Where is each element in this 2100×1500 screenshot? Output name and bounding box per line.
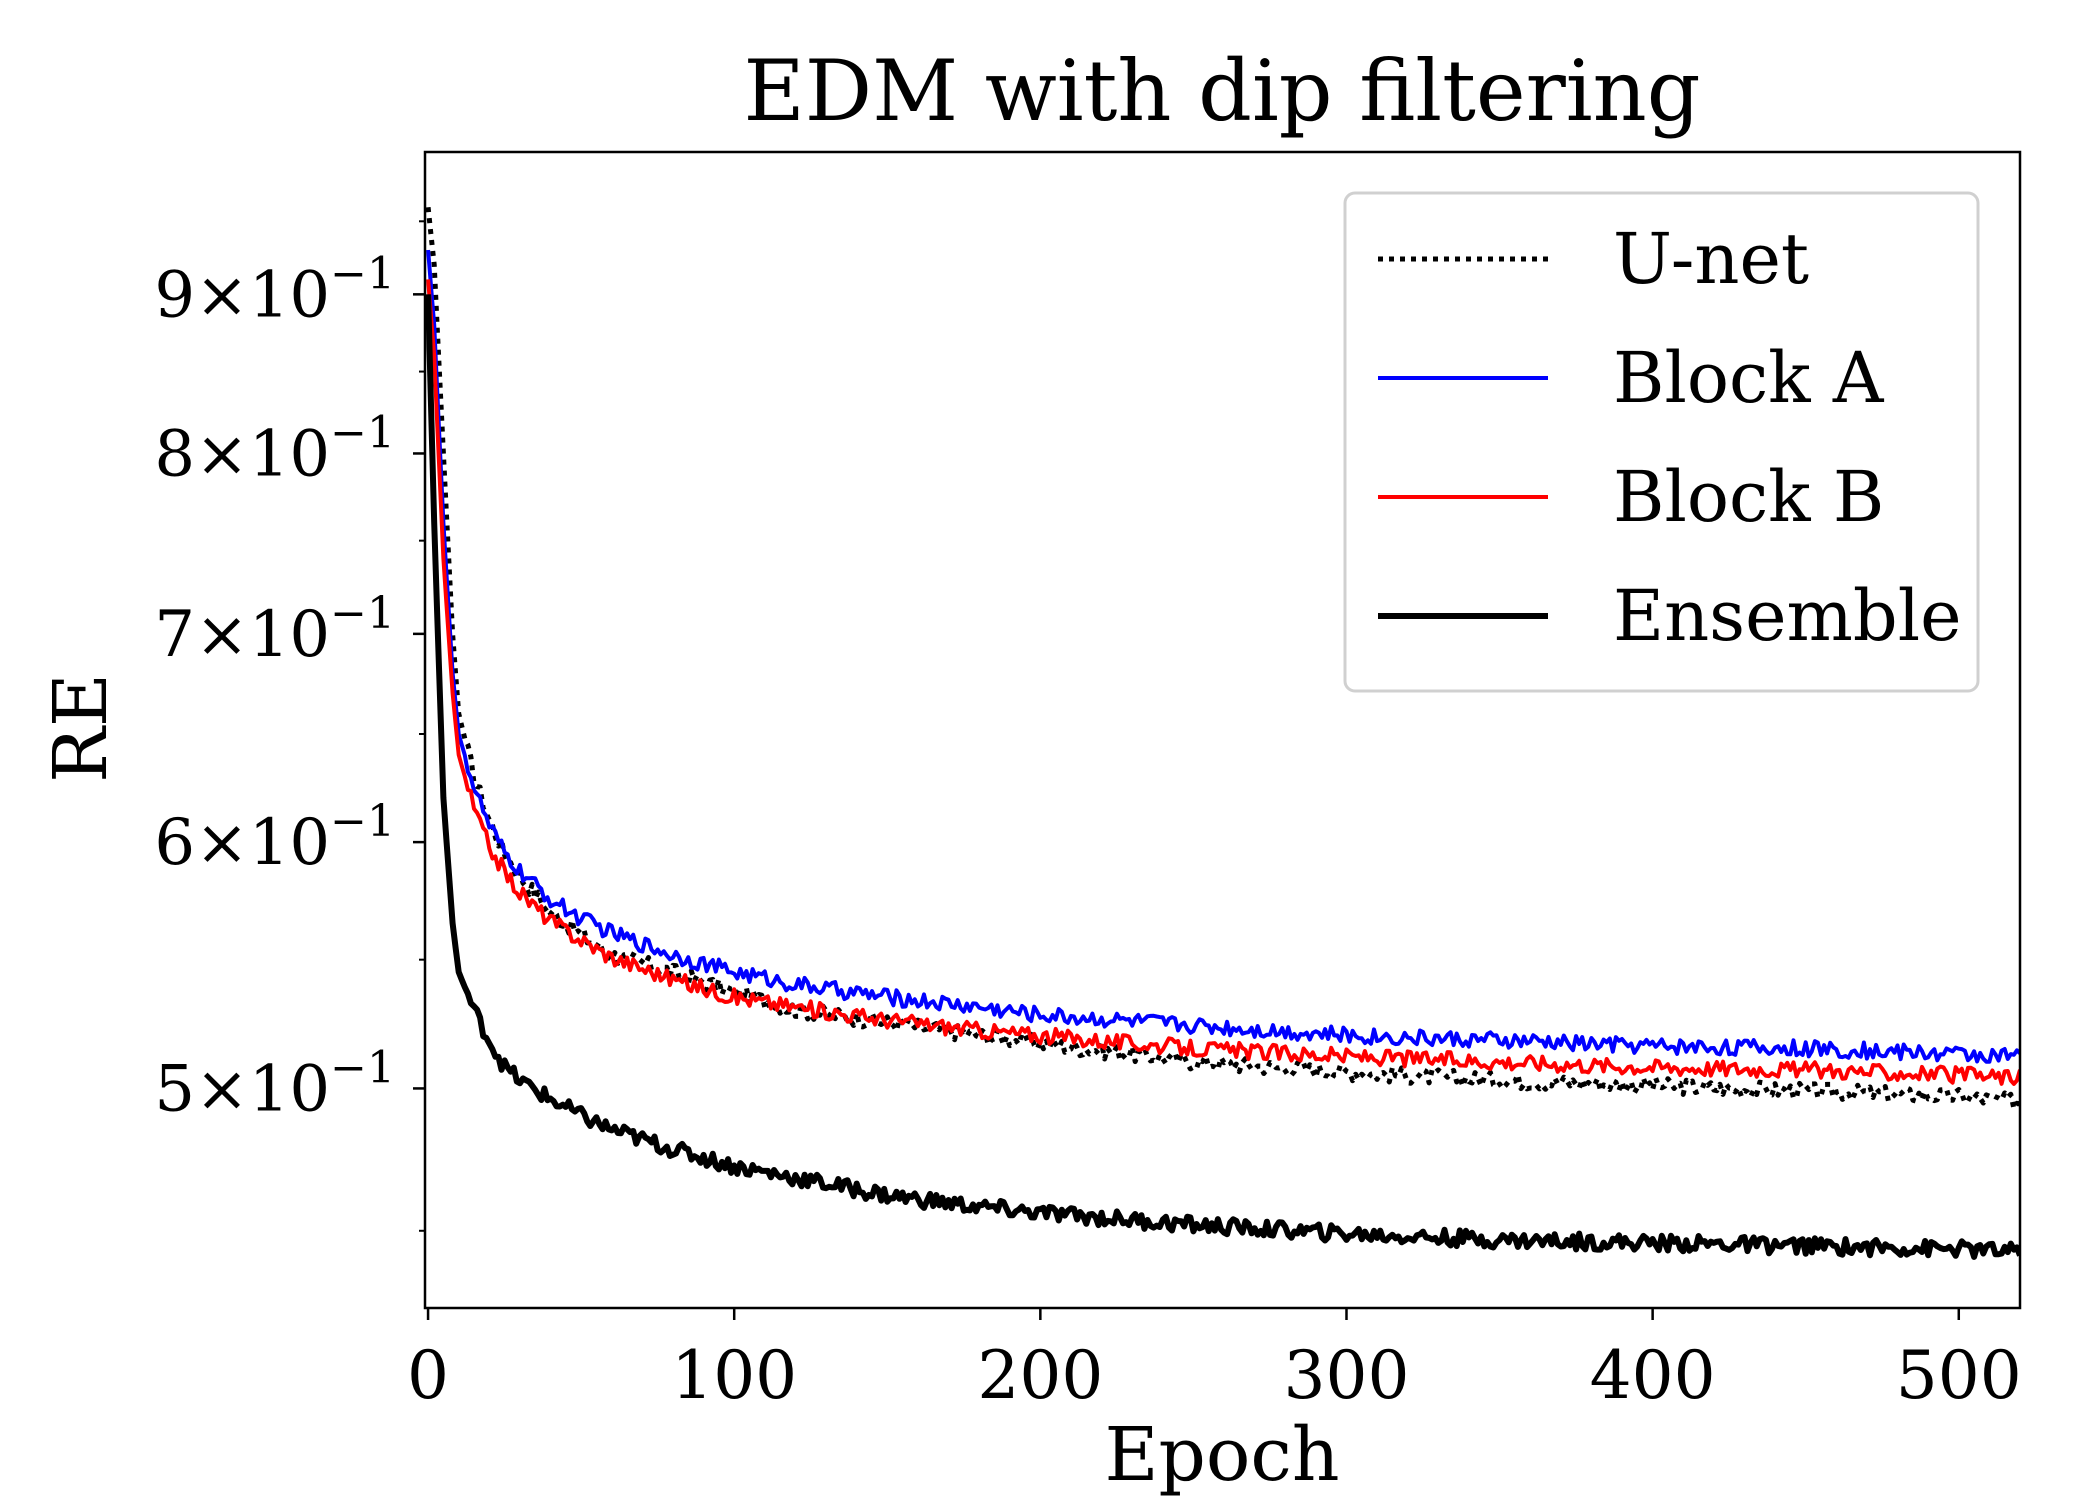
x-tick-label: 100 — [671, 1337, 797, 1414]
plot-area — [425, 206, 2020, 1260]
legend-label: Ensemble — [1613, 575, 1962, 657]
series-line-block-b — [426, 279, 2020, 1086]
plot-frame — [423, 150, 2022, 1310]
series-line-u-net — [425, 206, 2020, 1112]
legend: U-net Block A Block B Ensemble — [1343, 191, 1980, 693]
chart-title: EDM with dip filtering — [743, 42, 1700, 140]
x-tick-label: 300 — [1283, 1337, 1409, 1414]
y-tick-label: 7×10−1 — [154, 588, 395, 672]
y-tick-label: 9×10−1 — [154, 248, 395, 332]
x-tick-label: 400 — [1590, 1337, 1716, 1414]
x-tick-label: 500 — [1896, 1337, 2022, 1414]
legend-label: U-net — [1613, 218, 1809, 300]
x-tick-label: 200 — [977, 1337, 1103, 1414]
y-tick-label: 8×10−1 — [154, 407, 395, 491]
legend-label: Block A — [1613, 337, 1885, 419]
x-tick-label: 0 — [407, 1337, 449, 1414]
x-axis-label: Epoch — [1104, 1412, 1339, 1498]
series-line-block-a — [426, 249, 2020, 1064]
legend-label: Block B — [1613, 456, 1884, 538]
series-line-ensemble — [425, 294, 2020, 1260]
y-tick-label: 5×10−1 — [154, 1042, 395, 1126]
legend-box — [1343, 191, 1980, 693]
y-tick-label: 6×10−1 — [154, 796, 395, 880]
y-axis-label: RE — [38, 673, 124, 783]
